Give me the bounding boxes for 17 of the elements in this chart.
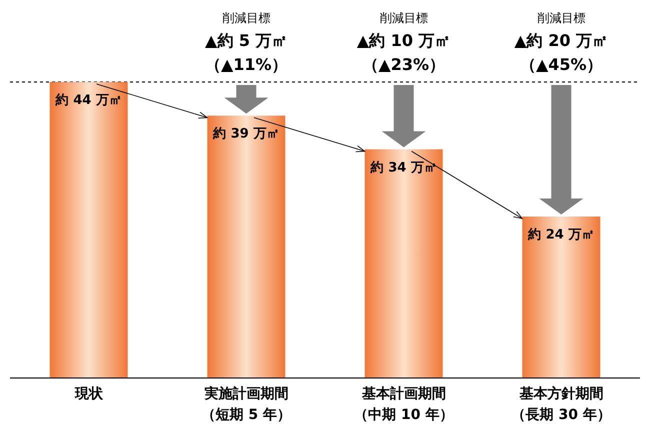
annotation: （▲11%） bbox=[204, 55, 288, 74]
x-tick-label: 現状 bbox=[74, 386, 104, 402]
x-tick-label: 実施計画期間（短期 5 年） bbox=[202, 385, 291, 423]
x-tick-label: 基本計画期間（中期 10 年） bbox=[354, 386, 454, 423]
x-tick-label: 基本方針期間（長期 30 年） bbox=[512, 385, 611, 423]
annotation: （▲45%） bbox=[520, 55, 603, 74]
data-label: 約 34 万㎡ bbox=[370, 160, 437, 176]
annotation: ▲約 20 万㎡ bbox=[514, 31, 608, 50]
annotation: ▲約 5 万㎡ bbox=[204, 31, 288, 50]
text: 削減目標 bbox=[380, 11, 428, 25]
data-label: 約 24 万㎡ bbox=[527, 228, 594, 243]
data-label: 約 39 万㎡ bbox=[212, 126, 280, 142]
annotation: （▲23%） bbox=[362, 55, 446, 74]
data-label: 約 44 万㎡ bbox=[54, 93, 122, 108]
text: 削減目標 bbox=[222, 11, 270, 25]
text: 削減目標 bbox=[537, 11, 586, 25]
annotation: ▲約 10 万㎡ bbox=[356, 31, 451, 50]
